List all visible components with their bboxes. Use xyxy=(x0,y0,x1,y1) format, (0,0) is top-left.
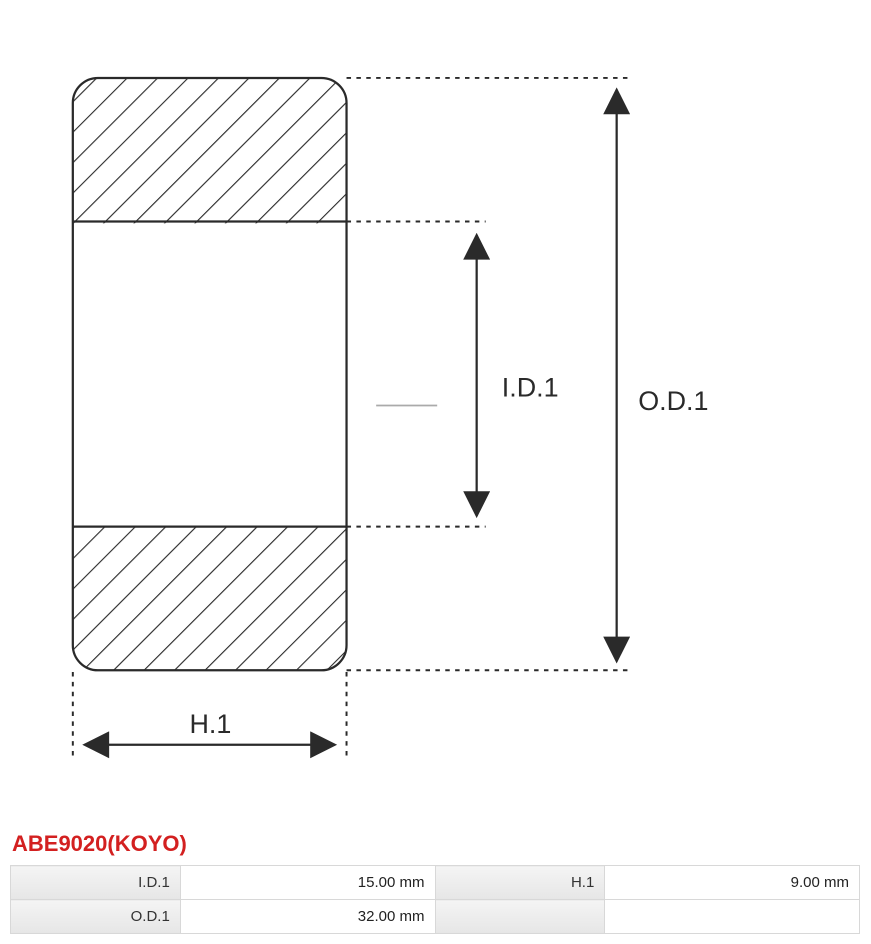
spec-table: I.D.1 15.00 mm H.1 9.00 mm O.D.1 32.00 m… xyxy=(10,865,860,934)
hatch-top xyxy=(71,76,349,223)
spec-value xyxy=(605,900,860,934)
bearing-diagram: O.D.1 I.D.1 H.1 xyxy=(10,10,710,810)
od1-label: O.D.1 xyxy=(638,386,708,416)
spec-label xyxy=(435,900,605,934)
product-title: ABE9020(KOYO) xyxy=(12,831,861,857)
spec-label: O.D.1 xyxy=(11,900,181,934)
spec-label: H.1 xyxy=(435,866,605,900)
spec-value: 15.00 mm xyxy=(180,866,435,900)
spec-value: 32.00 mm xyxy=(180,900,435,934)
spec-label: I.D.1 xyxy=(11,866,181,900)
hatch-bottom xyxy=(71,527,349,675)
page: O.D.1 I.D.1 H.1 ABE9020(KOYO) I.D.1 15.0… xyxy=(0,0,871,944)
id1-label: I.D.1 xyxy=(502,373,559,403)
table-row: I.D.1 15.00 mm H.1 9.00 mm xyxy=(11,866,860,900)
h1-label: H.1 xyxy=(189,709,231,739)
table-row: O.D.1 32.00 mm xyxy=(11,900,860,934)
spec-value: 9.00 mm xyxy=(605,866,860,900)
